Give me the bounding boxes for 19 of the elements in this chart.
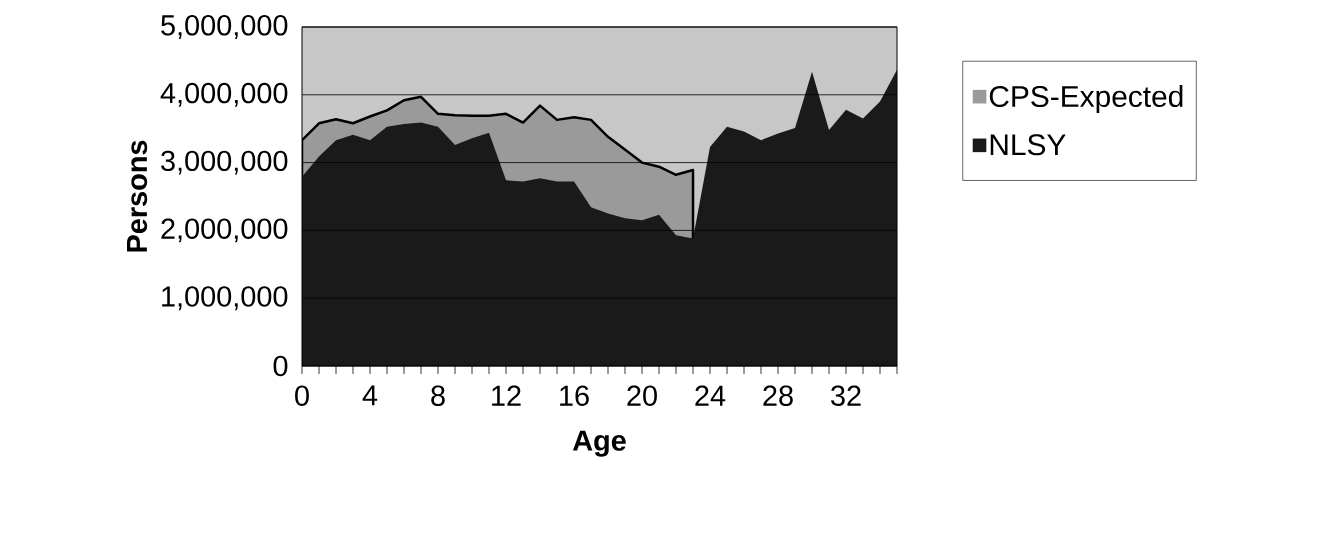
y-tick-label: 1,000,000 <box>162 286 288 311</box>
y-tick-label: 0 <box>273 355 288 377</box>
x-tick-label: 20 <box>627 385 657 406</box>
x-tick-label: 4 <box>362 385 378 406</box>
y-tick-label: 5,000,000 <box>161 15 288 39</box>
y-tick-label: 2,000,000 <box>161 218 288 243</box>
x-tick-label: 28 <box>763 385 793 406</box>
x-tick-label: 24 <box>695 385 726 406</box>
y-tick-label: 3,000,000 <box>161 150 288 175</box>
legend-label: NLSY <box>990 134 1066 156</box>
y-axis-title: Persons <box>127 140 148 252</box>
x-tick-label: 32 <box>831 385 861 406</box>
x-axis-title: Age <box>572 430 626 457</box>
x-tick-label: 0 <box>295 385 309 406</box>
legend-label: CPS-Expected <box>989 85 1183 113</box>
x-tick-label: 8 <box>431 385 445 406</box>
x-tick-label: 12 <box>492 385 521 406</box>
y-tick-label: 4,000,000 <box>160 82 288 107</box>
x-tick-label: 16 <box>560 385 589 406</box>
